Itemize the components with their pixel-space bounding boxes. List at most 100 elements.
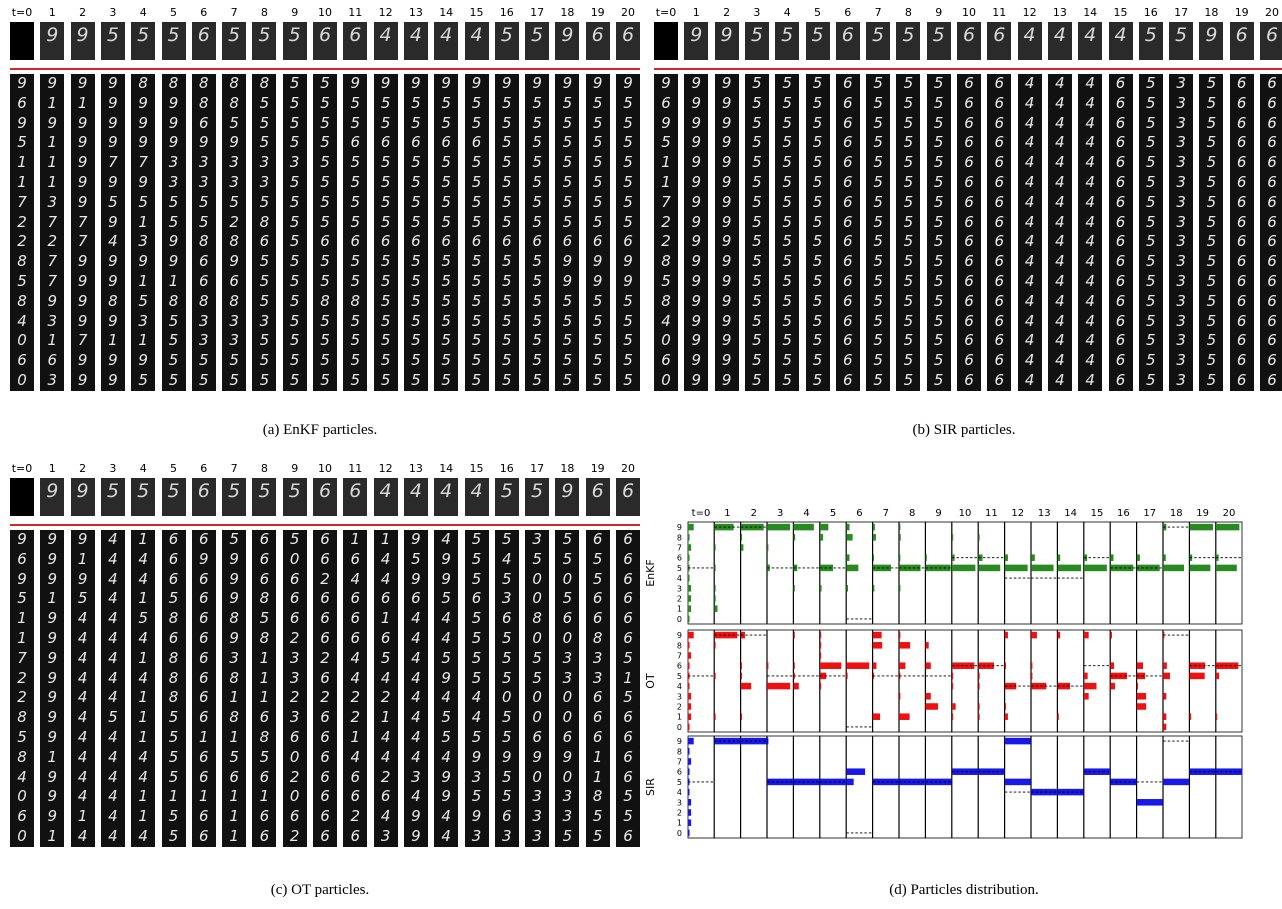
distribution-bar xyxy=(1136,554,1140,561)
particle-digit: 5 xyxy=(933,311,944,330)
distribution-bar xyxy=(688,652,692,659)
particle-digit: 3 xyxy=(199,331,209,350)
particle-digit: 6 xyxy=(843,232,853,251)
distribution-bar xyxy=(820,642,822,649)
particle-digit: 6 xyxy=(843,153,853,172)
particle-digit: 1 xyxy=(661,173,671,191)
observation-digit: 5 xyxy=(288,24,301,46)
distribution-bar xyxy=(846,554,850,561)
particle-digit: 8 xyxy=(350,291,361,310)
distribution-bar xyxy=(1189,523,1213,531)
particle-digit: 6 xyxy=(1267,153,1277,172)
time-label: 13 xyxy=(408,462,423,475)
particle-digit: 5 xyxy=(289,232,300,251)
distribution-bar xyxy=(820,778,846,786)
distribution-cell xyxy=(977,735,1005,839)
particle-digit: 5 xyxy=(592,331,603,350)
particle-digit: 4 xyxy=(138,767,148,786)
particle-digit: 5 xyxy=(259,113,270,132)
particle-digit: 6 xyxy=(411,589,421,608)
particle-digit: 5 xyxy=(259,252,270,271)
particle-digit: 4 xyxy=(1024,252,1035,271)
particle-digit: 6 xyxy=(994,272,1005,290)
particle-digit: 9 xyxy=(721,133,732,152)
particle-digit: 5 xyxy=(289,74,300,92)
particle-digit: 6 xyxy=(843,311,853,330)
particle-digit: 3 xyxy=(168,153,179,172)
time-tick-label: 2 xyxy=(751,508,757,519)
observation-cell: 5 xyxy=(1138,22,1163,60)
distribution-bar xyxy=(820,672,827,680)
particle-digit: 6 xyxy=(199,569,209,588)
particle-digit: 5 xyxy=(812,212,823,231)
particle-digit: 4 xyxy=(108,549,118,568)
particle-digit: 4 xyxy=(138,629,148,647)
particle-digit: 1 xyxy=(138,807,148,826)
particle-digit: 5 xyxy=(623,133,633,152)
particle-digit: 9 xyxy=(592,252,603,271)
particle-digit: 6 xyxy=(1115,133,1126,152)
particle-digit: 9 xyxy=(47,549,58,568)
particle-digit: 0 xyxy=(532,569,542,588)
particle-digit: 6 xyxy=(562,232,573,251)
particle-digit: 5 xyxy=(411,113,421,132)
particle-digit: 4 xyxy=(350,747,361,766)
time-label: 6 xyxy=(200,6,208,19)
series-label: SIR xyxy=(644,778,657,796)
particle-digit: 6 xyxy=(350,232,361,251)
distribution-cell xyxy=(793,735,821,839)
time-label: 14 xyxy=(439,462,454,475)
particle-digit: 4 xyxy=(77,827,88,845)
particle-digit: 4 xyxy=(411,688,421,707)
distribution-bar xyxy=(820,523,829,531)
particle-digit: 5 xyxy=(411,549,421,568)
distribution-cell xyxy=(1083,629,1111,733)
distribution-bar xyxy=(688,799,692,806)
distribution-cell xyxy=(1057,629,1085,733)
particle-digit: 6 xyxy=(471,589,482,608)
distribution-bar xyxy=(872,642,883,649)
particle-digit: 6 xyxy=(1236,351,1247,370)
particle-digit: 9 xyxy=(721,331,732,350)
particle-digit: 8 xyxy=(199,74,209,92)
particle-digit: 9 xyxy=(47,787,58,806)
particle-digit: 9 xyxy=(691,173,702,191)
particle-digit: 5 xyxy=(782,331,792,350)
distribution-cell xyxy=(1030,735,1058,839)
particle-digit: 3 xyxy=(1176,291,1186,310)
particle-digit: 6 xyxy=(1236,173,1247,191)
time-tick-label: 16 xyxy=(1117,508,1130,519)
particle-digit: 5 xyxy=(1206,153,1217,172)
particle-digit: 6 xyxy=(199,767,209,786)
particle-digit: 5 xyxy=(350,173,361,191)
particle-digit: 5 xyxy=(592,291,603,310)
particle-digit: 8 xyxy=(229,708,239,727)
particle-digit: 1 xyxy=(77,93,88,112)
observation-digit: 6 xyxy=(621,24,635,46)
time-label: 13 xyxy=(408,6,423,19)
particle-digit: 6 xyxy=(199,589,209,608)
particle-digit: 5 xyxy=(812,133,823,152)
category-tick-label: 7 xyxy=(677,544,682,553)
observation-digit: 5 xyxy=(228,480,241,502)
observation-digit: 9 xyxy=(46,480,59,502)
time-label: 4 xyxy=(139,462,147,475)
observation-digit: 6 xyxy=(591,24,604,46)
particle-digit: 4 xyxy=(380,549,391,568)
particle-digit: 0 xyxy=(289,747,300,766)
particle-digit: 4 xyxy=(1085,192,1095,211)
particle-digit: 3 xyxy=(259,311,270,330)
particle-digit: 5 xyxy=(592,827,603,845)
particle-digit: 4 xyxy=(441,747,451,766)
time-label: 4 xyxy=(783,6,791,19)
particle-digit: 5 xyxy=(1146,133,1156,152)
observation-cell: 4 xyxy=(434,478,459,516)
particle-digit: 6 xyxy=(1236,311,1247,330)
particle-digit: 4 xyxy=(1024,331,1035,350)
distribution-bar xyxy=(846,534,853,541)
